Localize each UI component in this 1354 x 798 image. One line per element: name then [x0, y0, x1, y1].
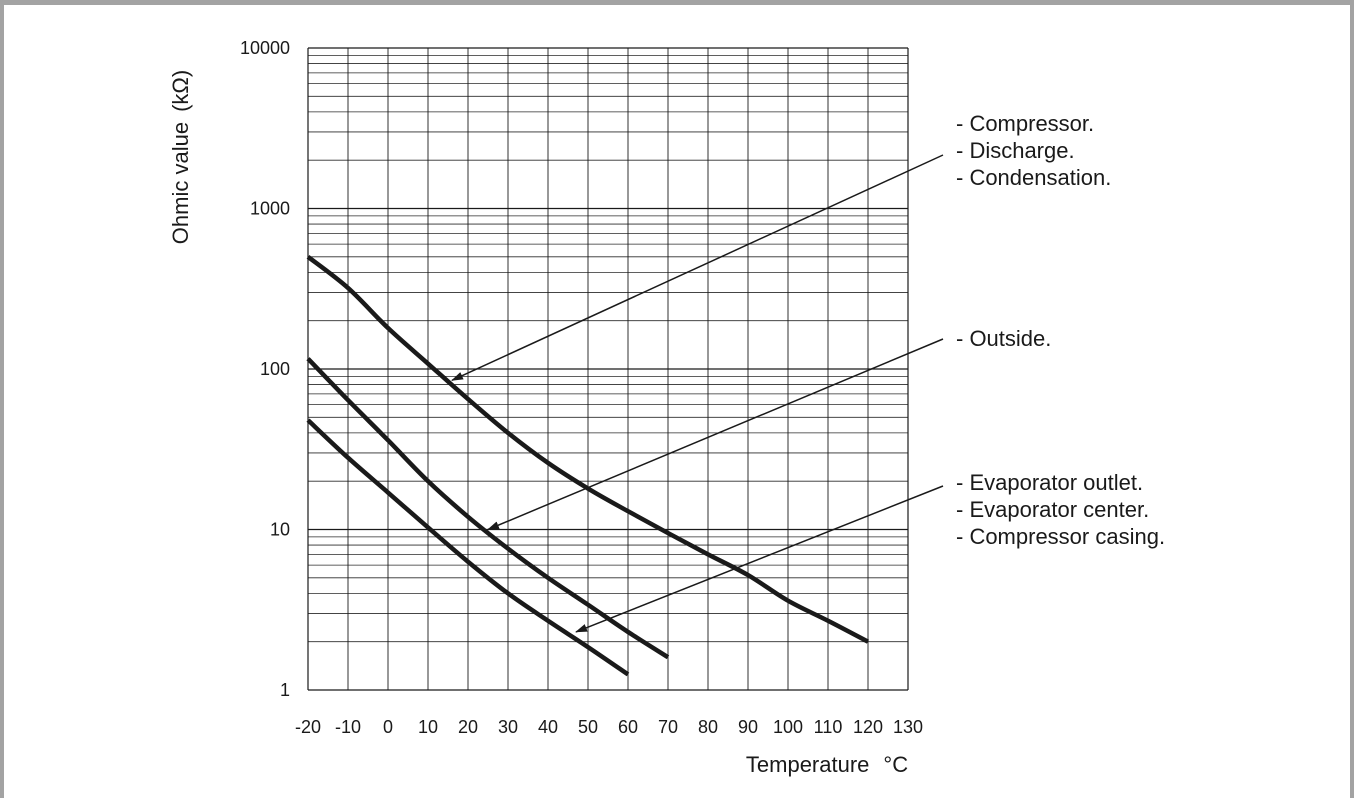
- grid-major: [307, 47, 909, 691]
- annotation-line: - Compressor casing.: [956, 524, 1165, 549]
- annotation-line: - Outside.: [956, 326, 1051, 351]
- x-axis-title: Temperature °C: [746, 752, 908, 777]
- x-tick-label: -20: [295, 717, 321, 737]
- x-tick-label: 10: [418, 717, 438, 737]
- annotation-label-2: - Outside.: [956, 326, 1051, 351]
- x-tick-label: 100: [773, 717, 803, 737]
- annotations: - Compressor. - Discharge. - Condensation.…: [451, 111, 1165, 633]
- x-tick-label: 0: [383, 717, 393, 737]
- x-tick-label: 90: [738, 717, 758, 737]
- annotation-line: - Evaporator center.: [956, 497, 1149, 522]
- y-tick-label: 1: [280, 680, 290, 700]
- y-tick-label: 100: [260, 359, 290, 379]
- x-tick-label: 80: [698, 717, 718, 737]
- tick-labels: -20 -10 0 10 20 30 40 50 60 70 80 90 100 110 120 130110…: [240, 38, 923, 737]
- y-tick-label: 10000: [240, 38, 290, 58]
- annotation-line: - Evaporator outlet.: [956, 470, 1143, 495]
- x-tick-label: 40: [538, 717, 558, 737]
- annotation-line: - Compressor.: [956, 111, 1094, 136]
- annotation-label-1: - Compressor. - Discharge. - Condensation.: [956, 111, 1111, 190]
- x-tick-label: 110: [814, 717, 843, 737]
- x-tick-label: 60: [618, 717, 638, 737]
- y-tick-label: 10: [270, 520, 290, 540]
- annotation-arrow-2: [487, 338, 944, 531]
- x-tick-label: -10: [335, 717, 361, 737]
- series-line-2: [306, 357, 670, 660]
- x-tick-label: 130: [893, 717, 923, 737]
- annotation-arrow-3: [575, 485, 944, 633]
- annotation-line: - Condensation.: [956, 165, 1111, 190]
- y-tick-label: 1000: [250, 199, 290, 219]
- x-tick-label: 30: [498, 717, 518, 737]
- annotation-arrow-1: [451, 154, 944, 382]
- x-tick-label: 20: [458, 717, 478, 737]
- x-tick-label: 50: [578, 717, 598, 737]
- series-line-1: [306, 255, 870, 644]
- y-axis-title: Ohmic value(kΩ): [168, 70, 193, 244]
- x-tick-label: 120: [853, 717, 883, 737]
- grid-minor: [308, 54, 908, 643]
- x-tick-label: 70: [658, 717, 678, 737]
- annotation-line: - Discharge.: [956, 138, 1075, 163]
- series-line-3: [306, 418, 630, 677]
- annotation-label-3: - Evaporator outlet. - Evaporator center.…: [956, 470, 1165, 549]
